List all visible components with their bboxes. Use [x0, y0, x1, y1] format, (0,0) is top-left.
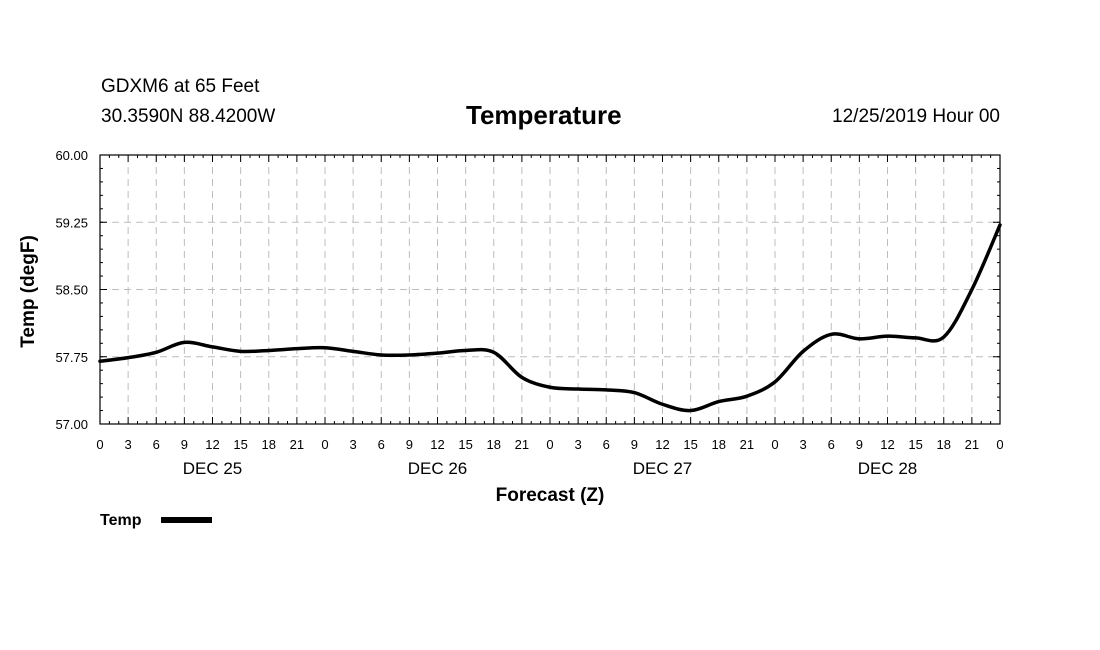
x-tick-label: 12	[430, 437, 444, 452]
legend-label-temp: Temp	[100, 512, 142, 529]
x-tick-label: 3	[575, 437, 582, 452]
x-tick-label: 21	[740, 437, 754, 452]
x-tick-label: 6	[828, 437, 835, 452]
timestamp-label: 12/25/2019 Hour 00	[832, 106, 1000, 127]
x-tick-label: 15	[908, 437, 922, 452]
x-tick-label: 12	[205, 437, 219, 452]
x-tick-label: 0	[771, 437, 778, 452]
x-tick-label: 9	[856, 437, 863, 452]
day-label: DEC 25	[183, 459, 243, 478]
day-labels: DEC 25 DEC 26 DEC 27 DEC 28	[183, 459, 918, 478]
x-tick-label: 6	[153, 437, 160, 452]
x-axis-label: Forecast (Z)	[496, 485, 605, 506]
x-tick-label: 21	[965, 437, 979, 452]
x-tick-label: 3	[125, 437, 132, 452]
x-tick-label: 3	[800, 437, 807, 452]
y-tick-label: 57.00	[55, 417, 88, 432]
y-tick-label: 60.00	[55, 148, 88, 163]
day-label: DEC 27	[633, 459, 693, 478]
y-axis-label: Temp (degF)	[18, 235, 39, 348]
x-tick-label: 12	[655, 437, 669, 452]
x-tick-label: 21	[290, 437, 304, 452]
x-tick-label: 21	[515, 437, 529, 452]
x-tick-label: 15	[683, 437, 697, 452]
y-tick-label: 57.75	[55, 350, 88, 365]
x-tick-label: 9	[181, 437, 188, 452]
chart-title: Temperature	[466, 100, 622, 130]
x-tick-label: 9	[631, 437, 638, 452]
plot-frame	[99, 154, 1001, 425]
grid-lines	[100, 155, 1000, 424]
y-tick-label: 58.50	[55, 283, 88, 298]
x-tick-label: 6	[378, 437, 385, 452]
x-tick-label: 15	[233, 437, 247, 452]
x-tick-labels: 0 3 6 9 12 15 18 21 0 3 6 9 12 15 18 21 0 3 6 9 12 15 18 21 0 3 6 9…	[96, 437, 1003, 452]
x-tick-label: 9	[406, 437, 413, 452]
legend: Temp	[100, 512, 212, 529]
x-tick-label: 0	[546, 437, 553, 452]
y-tick-labels: 57.00 57.75 58.50 59.25 60.00	[55, 148, 88, 432]
day-label: DEC 26	[408, 459, 468, 478]
x-tick-label: 3	[350, 437, 357, 452]
y-tick-label: 59.25	[55, 215, 88, 230]
day-label: DEC 28	[858, 459, 918, 478]
x-tick-label: 0	[321, 437, 328, 452]
x-tick-label: 18	[262, 437, 276, 452]
temp-series-line	[98, 223, 1002, 413]
x-tick-label: 18	[712, 437, 726, 452]
x-tick-label: 0	[96, 437, 103, 452]
x-tick-label: 15	[458, 437, 472, 452]
x-tick-label: 18	[487, 437, 501, 452]
x-tick-label: 12	[880, 437, 894, 452]
x-tick-label: 18	[937, 437, 951, 452]
coordinates-label: 30.3590N 88.4200W	[101, 106, 276, 127]
x-tick-label: 0	[996, 437, 1003, 452]
station-label: GDXM6 at 65 Feet	[101, 76, 260, 97]
x-tick-label: 6	[603, 437, 610, 452]
